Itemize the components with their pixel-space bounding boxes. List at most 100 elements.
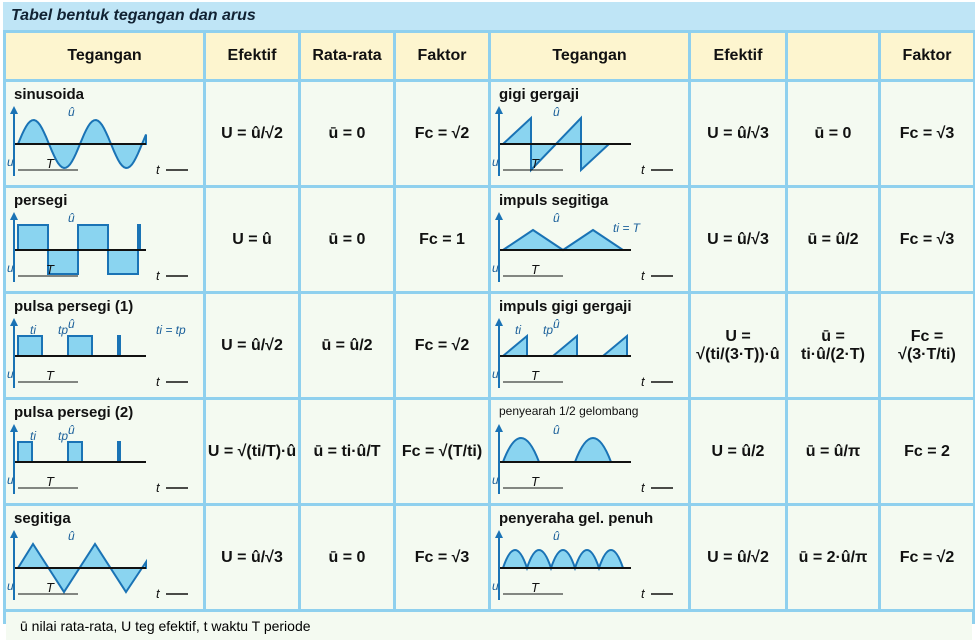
formula-cell: U = û — [206, 188, 298, 291]
waveform-label: T — [46, 368, 55, 383]
waveform-label: u — [7, 473, 14, 487]
waveform-label: û — [553, 211, 560, 225]
formula-cell: Fc = √2 — [396, 82, 488, 185]
waveform-label: ti — [30, 429, 36, 443]
waveform-label: û — [553, 529, 560, 543]
waveform: û T t u — [7, 211, 188, 283]
arrow — [10, 318, 18, 326]
waveform-label: ti = T — [613, 221, 642, 235]
formula-cell: ū = 2·û/π — [788, 506, 878, 609]
waveform: û T t u — [7, 105, 188, 177]
waveform: û T t u ti tp ti = tp — [7, 317, 188, 389]
waveform-name: sinusoida — [14, 86, 85, 103]
waveform: û T t u — [492, 105, 673, 177]
waveform-name: penyeraha gel. penuh — [499, 510, 654, 527]
formula-cell: Fc = 1 — [396, 188, 488, 291]
formula-cell: Fc = √(T/ti) — [396, 400, 488, 503]
arrow — [10, 212, 18, 220]
formula-cell: U = √(ti/(3·T))·û — [691, 294, 785, 397]
waveform: û T t u — [492, 529, 673, 601]
waveform-label: T — [531, 368, 540, 383]
table-page: Tabel bentuk tegangan dan arus Tegangan … — [3, 2, 975, 640]
waveform-label: tp — [58, 429, 68, 443]
waveform-label: u — [492, 155, 499, 169]
header-cell: Faktor — [396, 33, 488, 79]
waveform-label: tp — [58, 323, 68, 337]
header-row: Tegangan Efektif Rata-rata Faktor Tegang… — [6, 33, 973, 79]
arrow — [495, 106, 503, 114]
title: Tabel bentuk tegangan dan arus — [3, 2, 975, 30]
waveform-label: u — [7, 367, 14, 381]
formula-cell: U = û/√3 — [691, 188, 785, 291]
header-cell — [788, 33, 878, 79]
waveform-label: u — [7, 261, 14, 275]
header-cell: Rata-rata — [301, 33, 393, 79]
arrow — [495, 424, 503, 432]
wave-shape — [502, 437, 631, 463]
waveform-label: u — [7, 579, 14, 593]
waveform-name: pulsa persegi (2) — [14, 404, 134, 421]
waveform-label: t — [156, 586, 161, 601]
waveform-label: û — [68, 423, 75, 437]
formula-cell: U = û/2 — [691, 400, 785, 503]
formula-cell: U = √(ti/T)·û — [206, 400, 298, 503]
waveform-label: t — [156, 480, 161, 495]
header-cell: Tegangan — [6, 33, 203, 79]
waveform: û T t u — [492, 423, 673, 495]
formula-cell: U = û/√2 — [206, 294, 298, 397]
waveform-label: û — [68, 211, 75, 225]
waveform-label: T — [46, 156, 55, 171]
formula-cell: ū = 0 — [301, 506, 393, 609]
arrow — [10, 424, 18, 432]
waveform-label: ti — [515, 323, 521, 337]
waveform-label: u — [492, 261, 499, 275]
waveform-name: penyearah 1/2 gelombang — [499, 404, 639, 418]
waveform-name: persegi — [14, 192, 68, 209]
waveform-name: pulsa persegi (1) — [14, 298, 134, 315]
arrow — [495, 318, 503, 326]
formula-cell: Fc = √3 — [881, 82, 973, 185]
arrow — [10, 530, 18, 538]
arrow — [495, 530, 503, 538]
waveform: û T t u ti = T — [492, 211, 673, 283]
waveform-label: t — [156, 374, 161, 389]
waveform-label: tp — [543, 323, 553, 337]
formula-cell: U = û/√3 — [206, 506, 298, 609]
header-cell: Faktor — [881, 33, 973, 79]
waveform-label: û — [553, 105, 560, 119]
formula-cell: ū = ti·û/(2·T) — [788, 294, 878, 397]
waveform-name: impuls segitiga — [499, 192, 609, 209]
formula-cell: Fc = √3 — [881, 188, 973, 291]
waveform-label: T — [531, 262, 540, 277]
formula-cell: Fc = √2 — [881, 506, 973, 609]
formula-cell: ū = û/2 — [301, 294, 393, 397]
waveform-label: t — [641, 268, 646, 283]
waveform-label: t — [641, 480, 646, 495]
waveform-label: T — [46, 580, 55, 595]
waveform-name: impuls gigi gergaji — [499, 298, 632, 315]
footer: ū nilai rata-rata, U teg efektif, t wakt… — [6, 612, 972, 640]
formula-cell: U = û/√2 — [691, 506, 785, 609]
formula-cell: ū = 0 — [788, 82, 878, 185]
waveform-label: T — [531, 474, 540, 489]
waveform-label: ti — [30, 323, 36, 337]
formula-cell: ū = û/2 — [788, 188, 878, 291]
formula-cell: ū = 0 — [301, 82, 393, 185]
waveform-label: T — [531, 156, 540, 171]
waveform-label: t — [156, 162, 161, 177]
waveform-name: gigi gergaji — [499, 86, 580, 103]
formula-cell: U = û/√3 — [691, 82, 785, 185]
waveform: û T t u ti tp — [7, 423, 188, 495]
formula-cell: Fc = √(3·T/ti) — [881, 294, 973, 397]
formula-cell: Fc = √3 — [396, 506, 488, 609]
waveform-label: û — [553, 423, 560, 437]
wave-shape — [499, 228, 627, 252]
waveform-label: û — [68, 317, 75, 331]
arrow — [10, 106, 18, 114]
